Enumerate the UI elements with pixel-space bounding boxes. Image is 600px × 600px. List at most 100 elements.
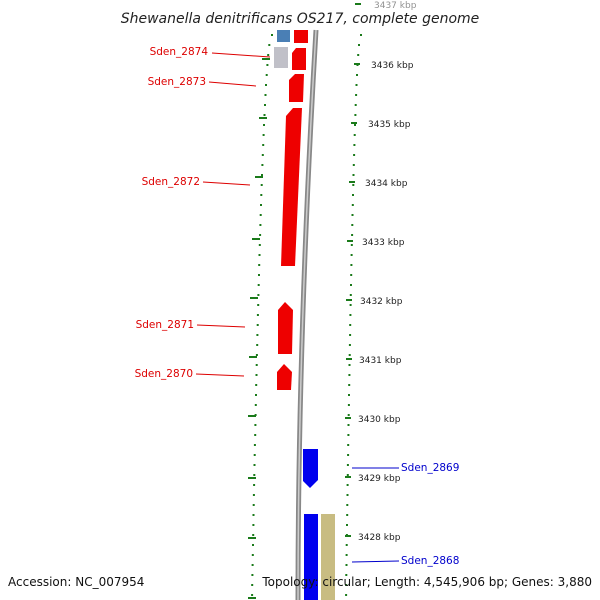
ruler-dot (258, 254, 261, 256)
ruler-dot (254, 404, 257, 406)
gene-label[interactable]: Sden_2873 (148, 76, 206, 88)
ruler-dot (251, 584, 254, 586)
ruler-dot (261, 154, 264, 156)
ruler-label: 3435 kbp (368, 120, 411, 130)
gene-sden-2871[interactable] (278, 302, 293, 354)
ruler-label: 3433 kbp (362, 238, 405, 248)
ruler-dot (346, 524, 348, 526)
ruler-dot (345, 544, 348, 546)
ruler-dot (352, 184, 355, 186)
ruler-dot (357, 54, 360, 56)
ruler-tick (355, 3, 361, 5)
ruler-dot (349, 314, 352, 316)
ruler-dot (348, 374, 351, 376)
ruler-dot (346, 474, 349, 476)
ruler-dot (347, 444, 350, 446)
gene-sden-2873[interactable] (289, 74, 304, 102)
ruler-dot (351, 204, 354, 206)
ruler-dot (350, 244, 353, 246)
ruler-dot (348, 364, 351, 366)
ruler-dot (352, 194, 354, 196)
gene-label[interactable]: Sden_2874 (150, 46, 209, 58)
ruler-dot (349, 294, 352, 296)
ruler-dot (345, 564, 348, 566)
ruler-tick (349, 181, 355, 183)
ruler-dot (354, 104, 357, 106)
ruler-label: 3429 kbp (358, 474, 401, 484)
ruler-dot (355, 94, 358, 96)
ruler-dot (251, 594, 254, 596)
ruler-dot (350, 274, 353, 276)
ruler-dot (254, 424, 257, 426)
ruler-dot (347, 414, 350, 416)
ruler-dot (263, 114, 266, 116)
ruler-dot (268, 44, 271, 46)
ruler-dot (253, 474, 256, 476)
ruler-dot (347, 424, 350, 426)
ruler-dot (257, 284, 260, 286)
ruler-dot (260, 184, 263, 186)
gene-sden-2868[interactable] (304, 514, 318, 600)
ruler-dot (351, 234, 354, 236)
feature-gray[interactable] (274, 47, 288, 68)
ruler-dot (349, 334, 352, 336)
ruler-dot (346, 494, 349, 496)
ruler-label: 3437 kbp (374, 1, 417, 11)
ruler-dot (252, 524, 255, 526)
ruler-dot (265, 74, 268, 76)
accession-text: Accession: NC_007954 (8, 575, 144, 589)
gene-sden-2872[interactable] (281, 108, 302, 266)
ruler-label: 3428 kbp (358, 533, 401, 543)
feature-steelblue[interactable] (277, 30, 290, 42)
ruler-dot (256, 334, 259, 336)
ruler-dot (260, 204, 262, 206)
gene-label[interactable]: Sden_2870 (135, 368, 193, 380)
gene-sden-2869[interactable] (303, 449, 318, 488)
forward-gene-labels: Sden_2869 Sden_2868 (351, 462, 459, 567)
ruler-dot (252, 544, 254, 546)
ruler-dot (350, 254, 353, 256)
ruler-dot (254, 434, 257, 436)
ruler-dot (261, 174, 263, 176)
gene-label[interactable]: Sden_2868 (401, 555, 459, 567)
feature-tan[interactable] (321, 514, 335, 600)
gene-label[interactable]: Sden_2872 (142, 176, 200, 188)
ruler-dot (251, 564, 254, 566)
ruler-dot (345, 554, 348, 556)
ruler-dot (258, 264, 261, 266)
ruler-dot (352, 164, 355, 166)
ruler-dot (345, 594, 348, 596)
ruler-dot (353, 144, 356, 146)
ruler-dot (255, 394, 257, 396)
left-ruler-ticks (248, 58, 270, 599)
ruler-tick (354, 63, 360, 65)
ruler-dot (256, 314, 259, 316)
topology-text: Topology: circular; Length: 4,545,906 bp… (261, 575, 592, 589)
ruler-dot (253, 464, 256, 466)
ruler-tick (345, 535, 351, 537)
reverse-gene-labels: Sden_2874 Sden_2873 Sden_2872 Sden_2871 … (135, 46, 271, 380)
ruler-tick (351, 122, 357, 124)
gene-sden-2870[interactable] (277, 364, 292, 390)
gene-sden-2874[interactable] (292, 48, 306, 70)
map-title: Shewanella denitrificans OS217, complete… (121, 11, 480, 27)
feature-top-red[interactable] (294, 30, 308, 43)
ruler-dot (346, 464, 349, 466)
ruler-dot (266, 64, 269, 66)
ruler-label: 3431 kbp (359, 356, 402, 366)
ruler-dot (255, 354, 258, 356)
ruler-dot (255, 374, 258, 376)
ruler-dot (252, 504, 255, 506)
feature-track (274, 30, 335, 600)
ruler-dot (354, 114, 357, 116)
ruler-tick (346, 299, 352, 301)
ruler-dot (353, 134, 356, 136)
ruler-tick-group: 3437 kbp 3436 kbp 3435 kbp 3434 kbp 3433… (345, 1, 417, 543)
gene-label[interactable]: Sden_2871 (136, 319, 194, 331)
gene-label[interactable]: Sden_2869 (401, 462, 459, 474)
ruler-label: 3436 kbp (371, 61, 414, 71)
ruler-dot (265, 84, 267, 86)
ruler-dot (252, 494, 255, 496)
ruler-dot (348, 354, 351, 356)
